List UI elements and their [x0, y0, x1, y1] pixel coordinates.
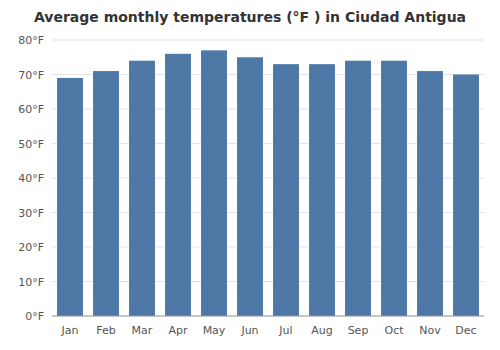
grid [52, 40, 484, 316]
y-tick-label: 20°F [18, 241, 44, 254]
x-tick-label: Jul [278, 324, 292, 337]
y-tick-label: 40°F [18, 172, 44, 185]
y-tick-label: 60°F [18, 103, 44, 116]
y-axis: 0°F 10°F 20°F 30°F 40°F 50°F 60°F 70°F 80°F [18, 34, 44, 323]
bar [165, 54, 191, 316]
grid-line [52, 316, 484, 317]
y-tick-label: 10°F [18, 276, 44, 289]
y-tick-label: 80°F [18, 34, 44, 47]
chart-title: Average monthly temperatures (°F ) in Ci… [34, 9, 466, 25]
y-tick-label: 30°F [18, 207, 44, 220]
bar [201, 50, 227, 316]
bar [237, 57, 263, 316]
x-tick-label: Apr [168, 324, 188, 337]
y-tick-label: 70°F [18, 69, 44, 82]
x-tick-label: Nov [419, 324, 441, 337]
y-tick-label: 0°F [25, 310, 44, 323]
bar [417, 71, 443, 316]
x-tick-label: Feb [96, 324, 115, 337]
x-tick-label: May [203, 324, 226, 337]
x-tick-label: Oct [384, 324, 404, 337]
bar [57, 78, 83, 316]
bar [129, 61, 155, 316]
bar [309, 64, 335, 316]
y-tick-label: 50°F [18, 138, 44, 151]
x-tick-label: Sep [348, 324, 369, 337]
x-axis-line [52, 316, 484, 317]
chart-svg: Average monthly temperatures (°F ) in Ci… [0, 0, 500, 350]
bar [381, 61, 407, 316]
bar [273, 64, 299, 316]
bar [453, 75, 479, 317]
bars [57, 50, 479, 316]
x-tick-label: Jan [61, 324, 79, 337]
bar [345, 61, 371, 316]
x-tick-label: Aug [311, 324, 332, 337]
x-tick-label: Dec [455, 324, 476, 337]
x-tick-label: Jun [240, 324, 258, 337]
x-tick-label: Mar [132, 324, 153, 337]
chart-container: Average monthly temperatures (°F ) in Ci… [0, 0, 500, 350]
x-axis: Jan Feb Mar Apr May Jun Jul Aug Sep Oct Nov Dec [52, 316, 484, 337]
grid-line [52, 40, 484, 41]
bar [93, 71, 119, 316]
